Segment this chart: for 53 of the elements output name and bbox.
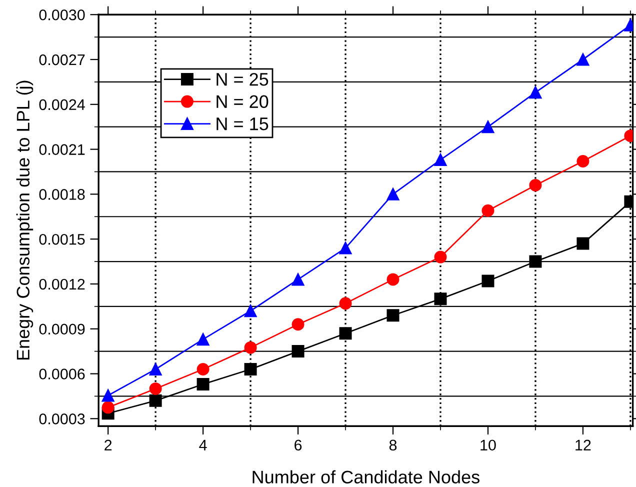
point — [386, 188, 400, 200]
point — [196, 378, 210, 390]
y-tick-label: 0.0030 — [39, 9, 85, 20]
y-tick-label: 0.0018 — [39, 189, 85, 200]
y-axis-title: Enegry Consumption due to LPL (j) — [16, 80, 34, 360]
point — [339, 242, 352, 254]
point — [386, 309, 400, 322]
y-tick-label: 0.0006 — [39, 368, 85, 380]
point — [576, 237, 590, 250]
legend-label: N = 25 — [216, 72, 268, 86]
legend-label: N = 20 — [216, 95, 268, 108]
point — [386, 273, 400, 286]
point — [244, 304, 257, 318]
point — [196, 333, 210, 346]
point — [292, 318, 304, 331]
point — [529, 255, 542, 268]
point — [196, 363, 210, 376]
point — [102, 401, 114, 414]
point — [244, 341, 257, 354]
point — [529, 178, 542, 192]
point — [149, 363, 162, 376]
point — [434, 154, 447, 166]
point — [482, 120, 494, 134]
y-tick-label: 0.0009 — [39, 324, 85, 335]
point — [482, 274, 494, 288]
point — [149, 382, 162, 395]
x-tick-label: 10 — [480, 440, 496, 451]
y-tick-label: 0.0003 — [39, 414, 85, 424]
point — [149, 394, 162, 407]
point — [482, 204, 494, 217]
point — [244, 363, 257, 376]
y-tick-label: 0.0024 — [39, 99, 85, 110]
legend-label: N = 15 — [216, 118, 268, 130]
y-tick-label: 0.0021 — [39, 144, 85, 155]
x-tick-label: 12 — [576, 440, 591, 450]
x-tick-label: 4 — [199, 440, 207, 450]
point — [576, 155, 590, 168]
x-tick-label: 6 — [294, 440, 302, 451]
y-tick-label: 0.0015 — [39, 234, 85, 245]
point — [339, 297, 352, 310]
point — [339, 327, 352, 340]
point — [434, 292, 447, 306]
x-tick-label: 2 — [104, 440, 112, 450]
y-tick-label: 0.0027 — [39, 54, 85, 66]
x-tick-label: 8 — [389, 440, 397, 451]
point — [292, 345, 304, 358]
point — [434, 250, 447, 264]
point — [576, 53, 590, 66]
point — [529, 86, 542, 99]
y-tick-label: 0.0012 — [39, 278, 85, 290]
x-axis-title: Number of Candidate Nodes — [252, 470, 480, 484]
point — [102, 389, 114, 402]
point — [292, 273, 304, 286]
